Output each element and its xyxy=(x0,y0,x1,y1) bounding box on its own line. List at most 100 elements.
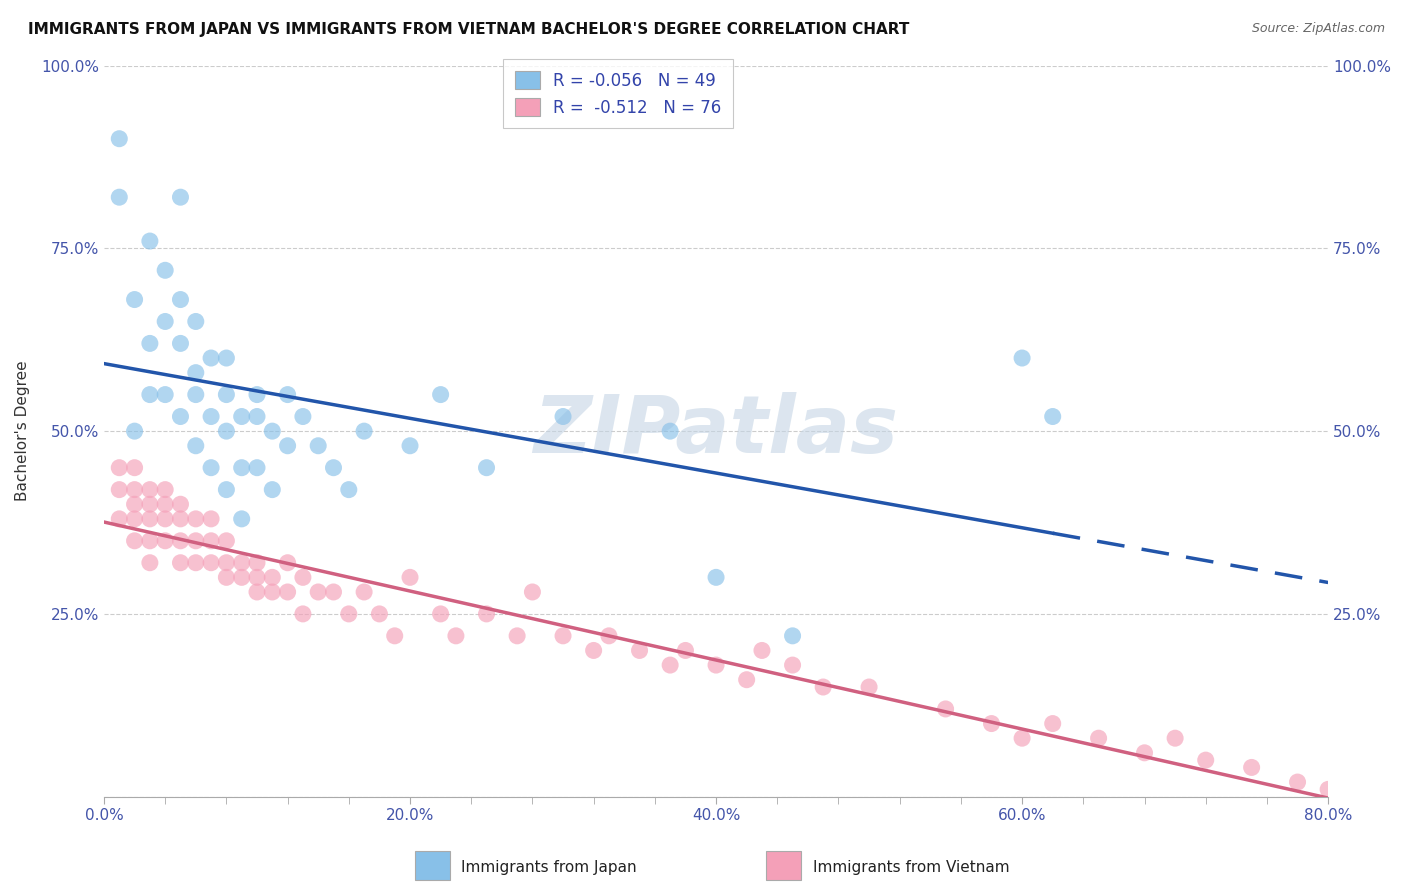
Point xyxy=(598,629,620,643)
Point xyxy=(169,190,191,204)
Point xyxy=(246,556,269,570)
Point xyxy=(169,409,191,424)
Point xyxy=(246,585,269,599)
Point xyxy=(246,387,269,401)
Point xyxy=(262,585,284,599)
Point xyxy=(153,483,176,497)
Point xyxy=(231,460,253,475)
Point xyxy=(322,585,344,599)
Point xyxy=(169,293,191,307)
Point xyxy=(124,483,146,497)
Point xyxy=(782,629,804,643)
Point xyxy=(307,585,329,599)
Point xyxy=(399,570,422,584)
Point xyxy=(124,460,146,475)
Point xyxy=(108,190,131,204)
Point xyxy=(169,497,191,511)
Point xyxy=(139,234,162,248)
Point xyxy=(139,512,162,526)
Point xyxy=(169,533,191,548)
Point xyxy=(246,460,269,475)
Point xyxy=(277,439,299,453)
Point xyxy=(291,607,314,621)
Point xyxy=(353,424,375,438)
Point xyxy=(184,556,207,570)
Point xyxy=(215,387,238,401)
Point xyxy=(231,512,253,526)
Point xyxy=(1042,409,1064,424)
Point xyxy=(215,483,238,497)
Point xyxy=(108,460,131,475)
Point xyxy=(139,387,162,401)
Point xyxy=(184,512,207,526)
Point xyxy=(384,629,406,643)
Point xyxy=(935,702,957,716)
Point xyxy=(246,409,269,424)
Point xyxy=(184,439,207,453)
Point xyxy=(124,424,146,438)
Point xyxy=(1195,753,1218,767)
Point xyxy=(659,424,682,438)
Point xyxy=(108,483,131,497)
Point xyxy=(277,387,299,401)
Point xyxy=(735,673,758,687)
Point xyxy=(277,556,299,570)
Point xyxy=(675,643,697,657)
Point xyxy=(215,556,238,570)
Text: Immigrants from Japan: Immigrants from Japan xyxy=(461,860,637,874)
Point xyxy=(858,680,880,694)
Point xyxy=(551,629,574,643)
Point xyxy=(291,570,314,584)
Point xyxy=(551,409,574,424)
Point xyxy=(200,556,222,570)
Point xyxy=(231,556,253,570)
Legend: R = -0.056   N = 49, R =  -0.512   N = 76: R = -0.056 N = 49, R = -0.512 N = 76 xyxy=(503,59,733,128)
Point xyxy=(262,483,284,497)
Point xyxy=(659,658,682,673)
Point xyxy=(337,483,360,497)
Text: Immigrants from Vietnam: Immigrants from Vietnam xyxy=(813,860,1010,874)
Point xyxy=(184,366,207,380)
Point xyxy=(215,533,238,548)
Text: IMMIGRANTS FROM JAPAN VS IMMIGRANTS FROM VIETNAM BACHELOR'S DEGREE CORRELATION C: IMMIGRANTS FROM JAPAN VS IMMIGRANTS FROM… xyxy=(28,22,910,37)
Point xyxy=(153,314,176,328)
Point xyxy=(124,497,146,511)
Point xyxy=(704,658,727,673)
Point xyxy=(811,680,834,694)
Point xyxy=(231,570,253,584)
Point xyxy=(124,533,146,548)
Point xyxy=(108,132,131,146)
Point xyxy=(1011,351,1033,365)
Point xyxy=(277,585,299,599)
Point xyxy=(353,585,375,599)
Point xyxy=(139,483,162,497)
Text: Source: ZipAtlas.com: Source: ZipAtlas.com xyxy=(1251,22,1385,36)
Point xyxy=(200,460,222,475)
Point xyxy=(582,643,605,657)
Point xyxy=(307,439,329,453)
Point xyxy=(139,497,162,511)
Point xyxy=(704,570,727,584)
Point xyxy=(262,424,284,438)
Point xyxy=(153,533,176,548)
Point xyxy=(429,607,451,621)
Point xyxy=(184,387,207,401)
Point xyxy=(184,533,207,548)
Point xyxy=(108,512,131,526)
Point xyxy=(1087,731,1109,746)
Point xyxy=(139,533,162,548)
Point xyxy=(522,585,544,599)
Point xyxy=(169,336,191,351)
Point xyxy=(169,512,191,526)
Point xyxy=(153,512,176,526)
Y-axis label: Bachelor's Degree: Bachelor's Degree xyxy=(15,361,30,501)
Point xyxy=(368,607,391,621)
Point xyxy=(475,607,498,621)
Text: ZIPatlas: ZIPatlas xyxy=(533,392,898,470)
Point xyxy=(1286,775,1309,789)
Point xyxy=(782,658,804,673)
Point xyxy=(444,629,467,643)
Point xyxy=(337,607,360,621)
Point xyxy=(184,314,207,328)
Point xyxy=(215,351,238,365)
